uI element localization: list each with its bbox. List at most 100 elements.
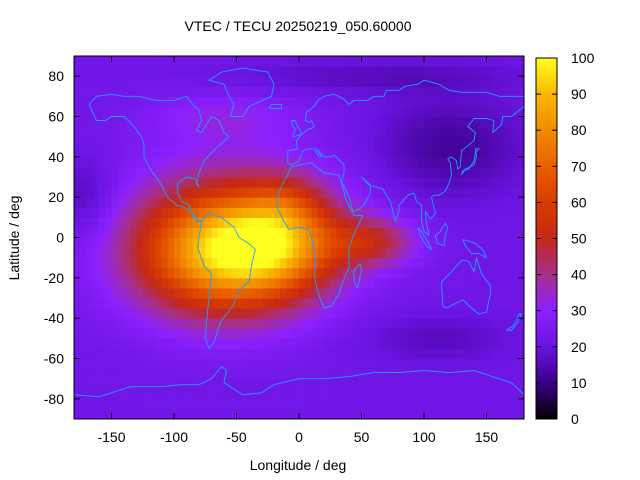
heatmap-cell [199,408,206,419]
heatmap-cell [242,298,250,309]
heatmap-cell [80,308,88,319]
heatmap-cell [474,56,481,67]
heatmap-cell [311,177,319,188]
heatmap-cell [399,86,406,97]
heatmap-cell [186,156,194,168]
heatmap-cell [280,348,288,360]
heatmap-cell [192,348,200,360]
heatmap-cell [461,217,469,229]
heatmap-cell [499,388,506,400]
heatmap-cell [455,408,463,419]
heatmap-cell [217,207,225,218]
heatmap-cell [305,287,313,299]
heatmap-cell [367,287,375,299]
heatmap-cell [474,287,481,299]
heatmap-cell [111,328,119,339]
heatmap-cell [130,287,138,299]
heatmap-cell [236,378,244,390]
heatmap-cell [455,298,463,309]
heatmap-cell [205,257,213,269]
heatmap-cell [467,277,475,289]
heatmap-cell [99,106,106,118]
heatmap-cell [480,328,488,339]
heatmap-cell [105,237,113,249]
heatmap-cell [230,136,238,148]
heatmap-cell [286,166,294,178]
heatmap-cell [174,247,181,259]
heatmap-cell [274,187,281,198]
heatmap-cell [161,166,169,178]
heatmap-cell [480,76,488,87]
heatmap-cell [99,126,106,138]
heatmap-cell [361,247,369,259]
heatmap-cell [136,298,144,309]
heatmap-cell [136,277,144,289]
heatmap-cell [474,298,481,309]
heatmap-cell [411,277,419,289]
heatmap-cell [330,348,338,360]
heatmap-cell [492,187,500,198]
heatmap-cell [217,237,225,249]
heatmap-cell [436,338,444,350]
heatmap-cell [355,328,363,339]
heatmap-cell [336,207,344,218]
x-tick-label: 100 [412,429,436,445]
heatmap-cell [174,126,181,138]
heatmap-cell [430,328,438,339]
heatmap-cell [324,166,331,178]
heatmap-cell [374,298,381,309]
heatmap-cell [517,298,524,309]
heatmap-cell [117,378,125,390]
heatmap-cell [361,56,369,67]
heatmap-cell [186,237,194,249]
heatmap-cell [455,398,463,410]
heatmap-cell [167,166,175,178]
heatmap-cell [336,298,344,309]
heatmap-cell [330,237,338,249]
heatmap-cell [317,56,325,67]
heatmap-cell [349,298,356,309]
heatmap-cell [436,378,444,390]
heatmap-cell [280,328,288,339]
heatmap-cell [255,106,263,118]
heatmap-cell [130,237,138,249]
heatmap-cell [230,126,238,138]
heatmap-cell [399,197,406,208]
heatmap-cell [511,136,519,148]
heatmap-cell [355,136,363,148]
heatmap-cell [480,136,488,148]
heatmap-cell [292,318,300,329]
heatmap-cell [430,378,438,390]
heatmap-cell [399,76,406,87]
heatmap-cell [192,136,200,148]
heatmap-cell [411,378,419,390]
heatmap-cell [255,237,263,249]
heatmap-cell [317,408,325,419]
heatmap-cell [192,247,200,259]
heatmap-cell [336,227,344,239]
heatmap-cell [255,116,263,128]
heatmap-cell [280,166,288,178]
heatmap-cell [199,227,206,239]
heatmap-cell [492,197,500,208]
heatmap-cell [492,318,500,329]
heatmap-cell [517,277,524,289]
heatmap-cell [455,227,463,239]
heatmap-cell [380,126,388,138]
heatmap-cell [467,187,475,198]
heatmap-cell [111,287,119,299]
heatmap-cell [155,96,163,108]
heatmap-cell [461,328,469,339]
heatmap-cell [374,66,381,77]
heatmap-cell [430,358,438,370]
heatmap-cell [511,398,519,410]
heatmap-cell [499,197,506,208]
heatmap-cell [267,56,275,67]
heatmap-cell [461,277,469,289]
heatmap-cell [136,66,144,77]
heatmap-cell [280,96,288,108]
heatmap-cell [130,388,138,400]
heatmap-cell [336,257,344,269]
heatmap-cell [455,328,463,339]
heatmap-cell [386,378,394,390]
